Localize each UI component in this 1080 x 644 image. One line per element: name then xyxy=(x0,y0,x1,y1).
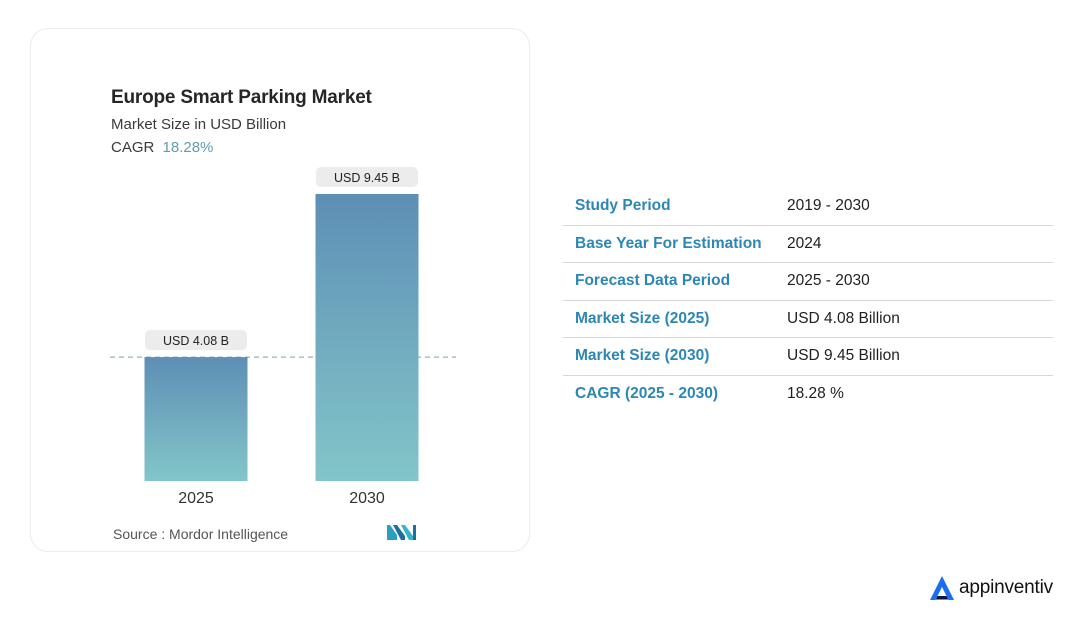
chart-title: Europe Smart Parking Market xyxy=(111,87,372,108)
stats-label: CAGR (2025 - 2030) xyxy=(575,384,719,402)
stats-row: Market Size (2030) USD 9.45 Billion xyxy=(563,337,1053,376)
stats-row: Base Year For Estimation 2024 xyxy=(563,225,1053,263)
appinventiv-logo-icon xyxy=(930,576,954,600)
stats-value: 2019 - 2030 xyxy=(775,188,1053,226)
appinventiv-brand: appinventiv xyxy=(928,574,1053,602)
chart-card xyxy=(30,28,530,552)
cagr-label: CAGR xyxy=(111,139,155,156)
stats-row: Study Period 2019 - 2030 xyxy=(563,188,1053,226)
stats-value: 2024 xyxy=(775,225,1053,263)
stats-label: Market Size (2025) xyxy=(563,300,775,338)
stats-label: Market Size (2030) xyxy=(563,337,775,376)
stats-row: CAGR (2025 - 2030) 18.28 % xyxy=(563,375,1053,412)
market-stats-table: Study Period 2019 - 2030 Base Year For Est… xyxy=(563,188,1053,412)
data-label: USD 9.45 B xyxy=(334,171,400,185)
data-label: USD 4.08 B xyxy=(163,334,229,348)
stats-value: 2025 - 2030 xyxy=(775,262,1053,301)
bar xyxy=(315,194,419,481)
x-tick-label: 2030 xyxy=(349,490,385,507)
data-label-pill xyxy=(316,167,418,187)
x-tick-label: 2025 xyxy=(178,490,214,507)
source-text: Source : Mordor Intelligence xyxy=(113,526,289,542)
stats-value: 18.28 % xyxy=(787,384,844,402)
chart-subtitle: Market Size in USD Billion xyxy=(111,116,287,133)
brand-name: appinventiv xyxy=(959,577,1053,598)
stats-label: Base Year For Estimation xyxy=(563,225,775,263)
stats-row: Forecast Data Period 2025 - 2030 xyxy=(563,262,1053,301)
bar xyxy=(144,357,248,481)
stats-value: USD 4.08 Billion xyxy=(775,300,1053,338)
stats-label: Forecast Data Period xyxy=(563,262,775,301)
cagr-value: 18.28% xyxy=(162,139,214,156)
stats-row: Market Size (2025) USD 4.08 Billion xyxy=(563,300,1053,338)
stats-value: USD 9.45 Billion xyxy=(775,337,1053,376)
cagr-line: CAGR 18.28% xyxy=(111,139,213,156)
data-label-pill xyxy=(145,330,247,351)
mordor-intelligence-logo-icon xyxy=(387,525,416,540)
stats-label: Study Period xyxy=(563,188,775,226)
